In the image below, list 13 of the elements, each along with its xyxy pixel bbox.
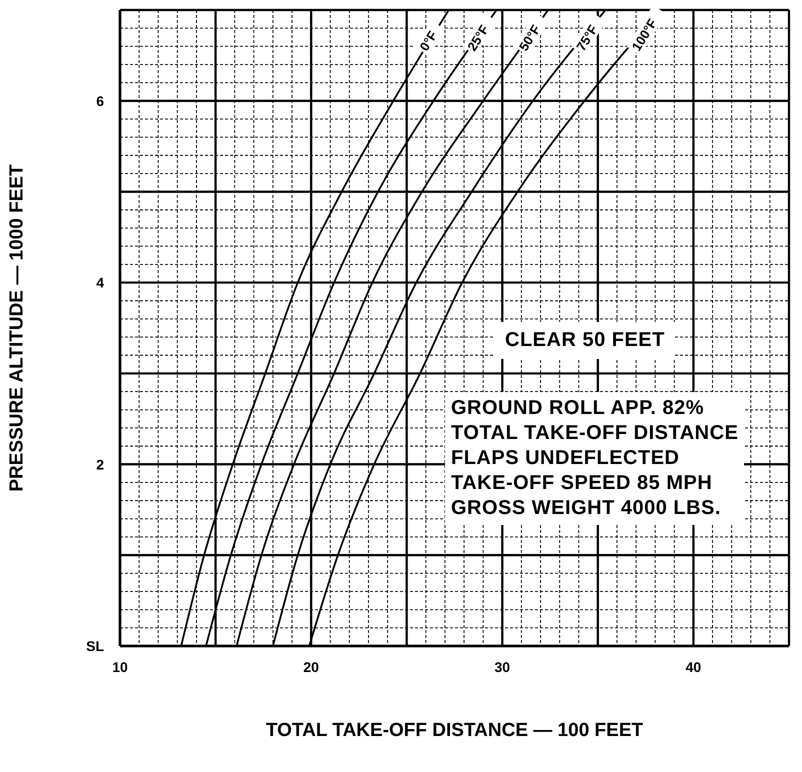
x-tick-label: 40	[686, 658, 702, 675]
annotation: CLEAR 50 FEET	[495, 322, 675, 359]
x-axis-title: TOTAL TAKE-OFF DISTANCE — 100 FEET	[266, 720, 644, 741]
y-tick-label: 4	[96, 274, 104, 291]
x-tick-label: 20	[303, 658, 320, 675]
y-tick-label: 2	[96, 456, 104, 472]
text: 0°F	[416, 28, 440, 54]
y-tick-label: 6	[96, 92, 104, 109]
annotation: GROUND ROLL APP. 82% TOTAL TAKE-OFF DISTANCE FLAPS UNDEFLECTED TAKE-OFF SPEED 85 MPH GROSS WEIGHT 4000 LBS.	[445, 392, 744, 525]
y-tick-label: SL	[86, 638, 104, 654]
x-tick-label: 10	[112, 658, 128, 675]
x-tick-label: 30	[494, 658, 510, 675]
y-axis-title: PRESSURE ALTITUDE — 1000 FEET	[6, 164, 28, 492]
